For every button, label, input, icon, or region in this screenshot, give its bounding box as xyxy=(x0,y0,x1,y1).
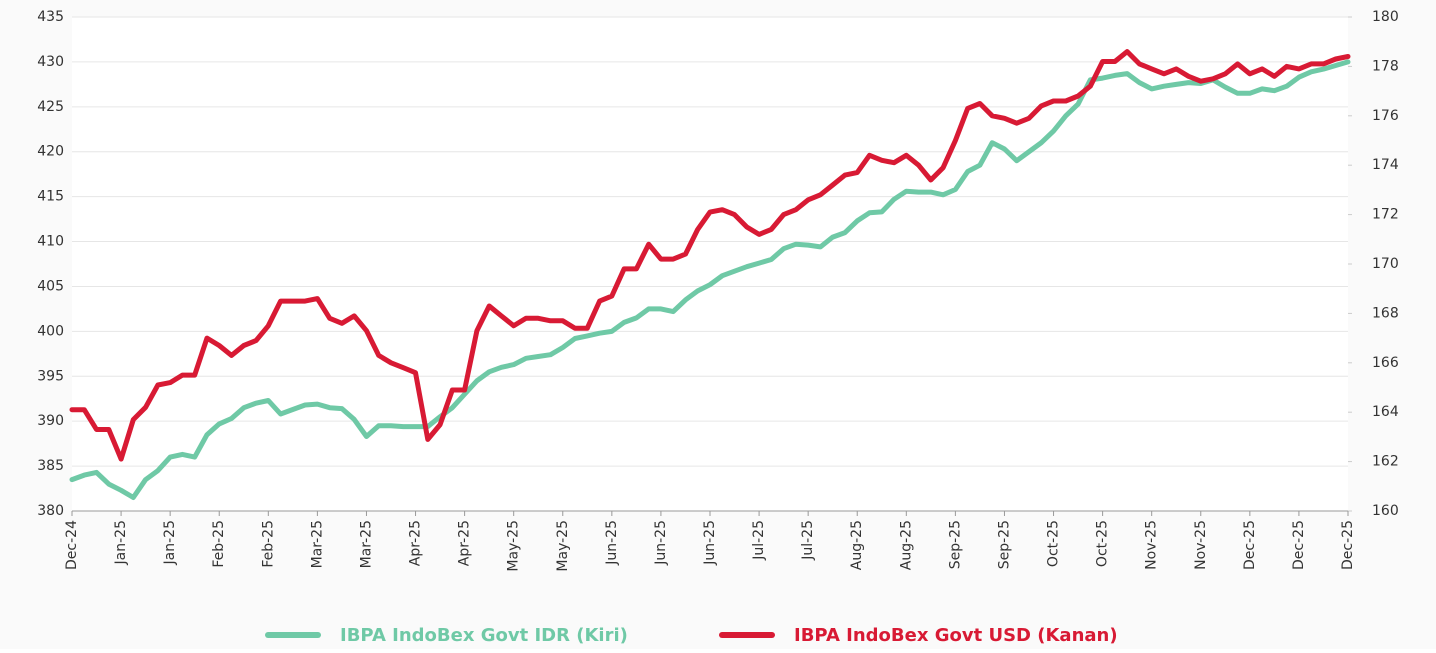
y2-tick-label: 164 xyxy=(1372,404,1399,420)
plot-area xyxy=(72,17,1348,511)
y-tick-label: 390 xyxy=(37,413,64,429)
y-tick-label: 420 xyxy=(37,144,64,160)
y2-tick-label: 180 xyxy=(1372,9,1399,25)
y2-tick-label: 170 xyxy=(1372,256,1399,272)
y-tick-label: 410 xyxy=(37,234,64,250)
y-tick-label: 395 xyxy=(37,368,64,384)
x-tick-label: Dec-25 xyxy=(1291,520,1307,570)
y2-tick-label: 166 xyxy=(1372,355,1399,371)
x-tick-label: Apr-25 xyxy=(408,520,424,566)
x-tick-label: Jan-25 xyxy=(113,520,129,565)
x-tick-label: Dec-25 xyxy=(1340,520,1356,570)
y2-tick-label: 160 xyxy=(1372,503,1399,519)
x-tick-label: May-25 xyxy=(555,520,571,572)
x-tick-label: Dec-25 xyxy=(1242,520,1258,570)
y2-tick-label: 178 xyxy=(1372,58,1399,74)
x-tick-label: Mar-25 xyxy=(309,520,325,568)
x-tick-label: Sep-25 xyxy=(947,520,963,569)
x-tick-label: May-25 xyxy=(506,520,522,572)
x-tick-label: Oct-25 xyxy=(1095,520,1111,567)
y-tick-label: 405 xyxy=(37,278,64,294)
x-tick-label: Nov-25 xyxy=(1144,520,1160,570)
x-tick-label: Jul-25 xyxy=(800,520,816,561)
y2-tick-label: 172 xyxy=(1372,207,1399,223)
x-tick-label: Sep-25 xyxy=(996,520,1012,569)
x-tick-label: Jun-25 xyxy=(653,520,669,566)
x-tick-label: Jul-25 xyxy=(751,520,767,561)
x-tick-label: Jun-25 xyxy=(702,520,718,566)
x-tick-label: Aug-25 xyxy=(898,520,914,570)
y-tick-label: 415 xyxy=(37,189,64,205)
y2-tick-label: 174 xyxy=(1372,157,1399,173)
y-tick-label: 430 xyxy=(37,54,64,70)
y-tick-label: 380 xyxy=(37,503,64,519)
y2-tick-label: 176 xyxy=(1372,108,1399,124)
y2-tick-label: 162 xyxy=(1372,454,1399,470)
x-tick-label: Aug-25 xyxy=(849,520,865,570)
y2-tick-label: 168 xyxy=(1372,305,1399,321)
series-line xyxy=(69,59,1351,500)
y-tick-label: 385 xyxy=(37,458,64,474)
x-tick-label: Jun-25 xyxy=(604,520,620,566)
series-line xyxy=(69,49,1351,462)
x-tick-label: Oct-25 xyxy=(1046,520,1062,567)
x-tick-label: Feb-25 xyxy=(260,520,276,568)
x-tick-label: Jan-25 xyxy=(162,520,178,565)
x-tick-label: Nov-25 xyxy=(1193,520,1209,570)
y-tick-label: 425 xyxy=(37,99,64,115)
y-tick-label: 435 xyxy=(37,9,64,25)
x-tick-label: Mar-25 xyxy=(358,520,374,568)
x-tick-label: Feb-25 xyxy=(211,520,227,568)
y-tick-label: 400 xyxy=(37,323,64,339)
legend-label: IBPA IndoBex Govt USD (Kanan) xyxy=(794,625,1118,646)
x-tick-label: Dec-24 xyxy=(64,520,80,570)
legend-label: IBPA IndoBex Govt IDR (Kiri) xyxy=(340,625,628,646)
x-tick-label: Apr-25 xyxy=(457,520,473,566)
